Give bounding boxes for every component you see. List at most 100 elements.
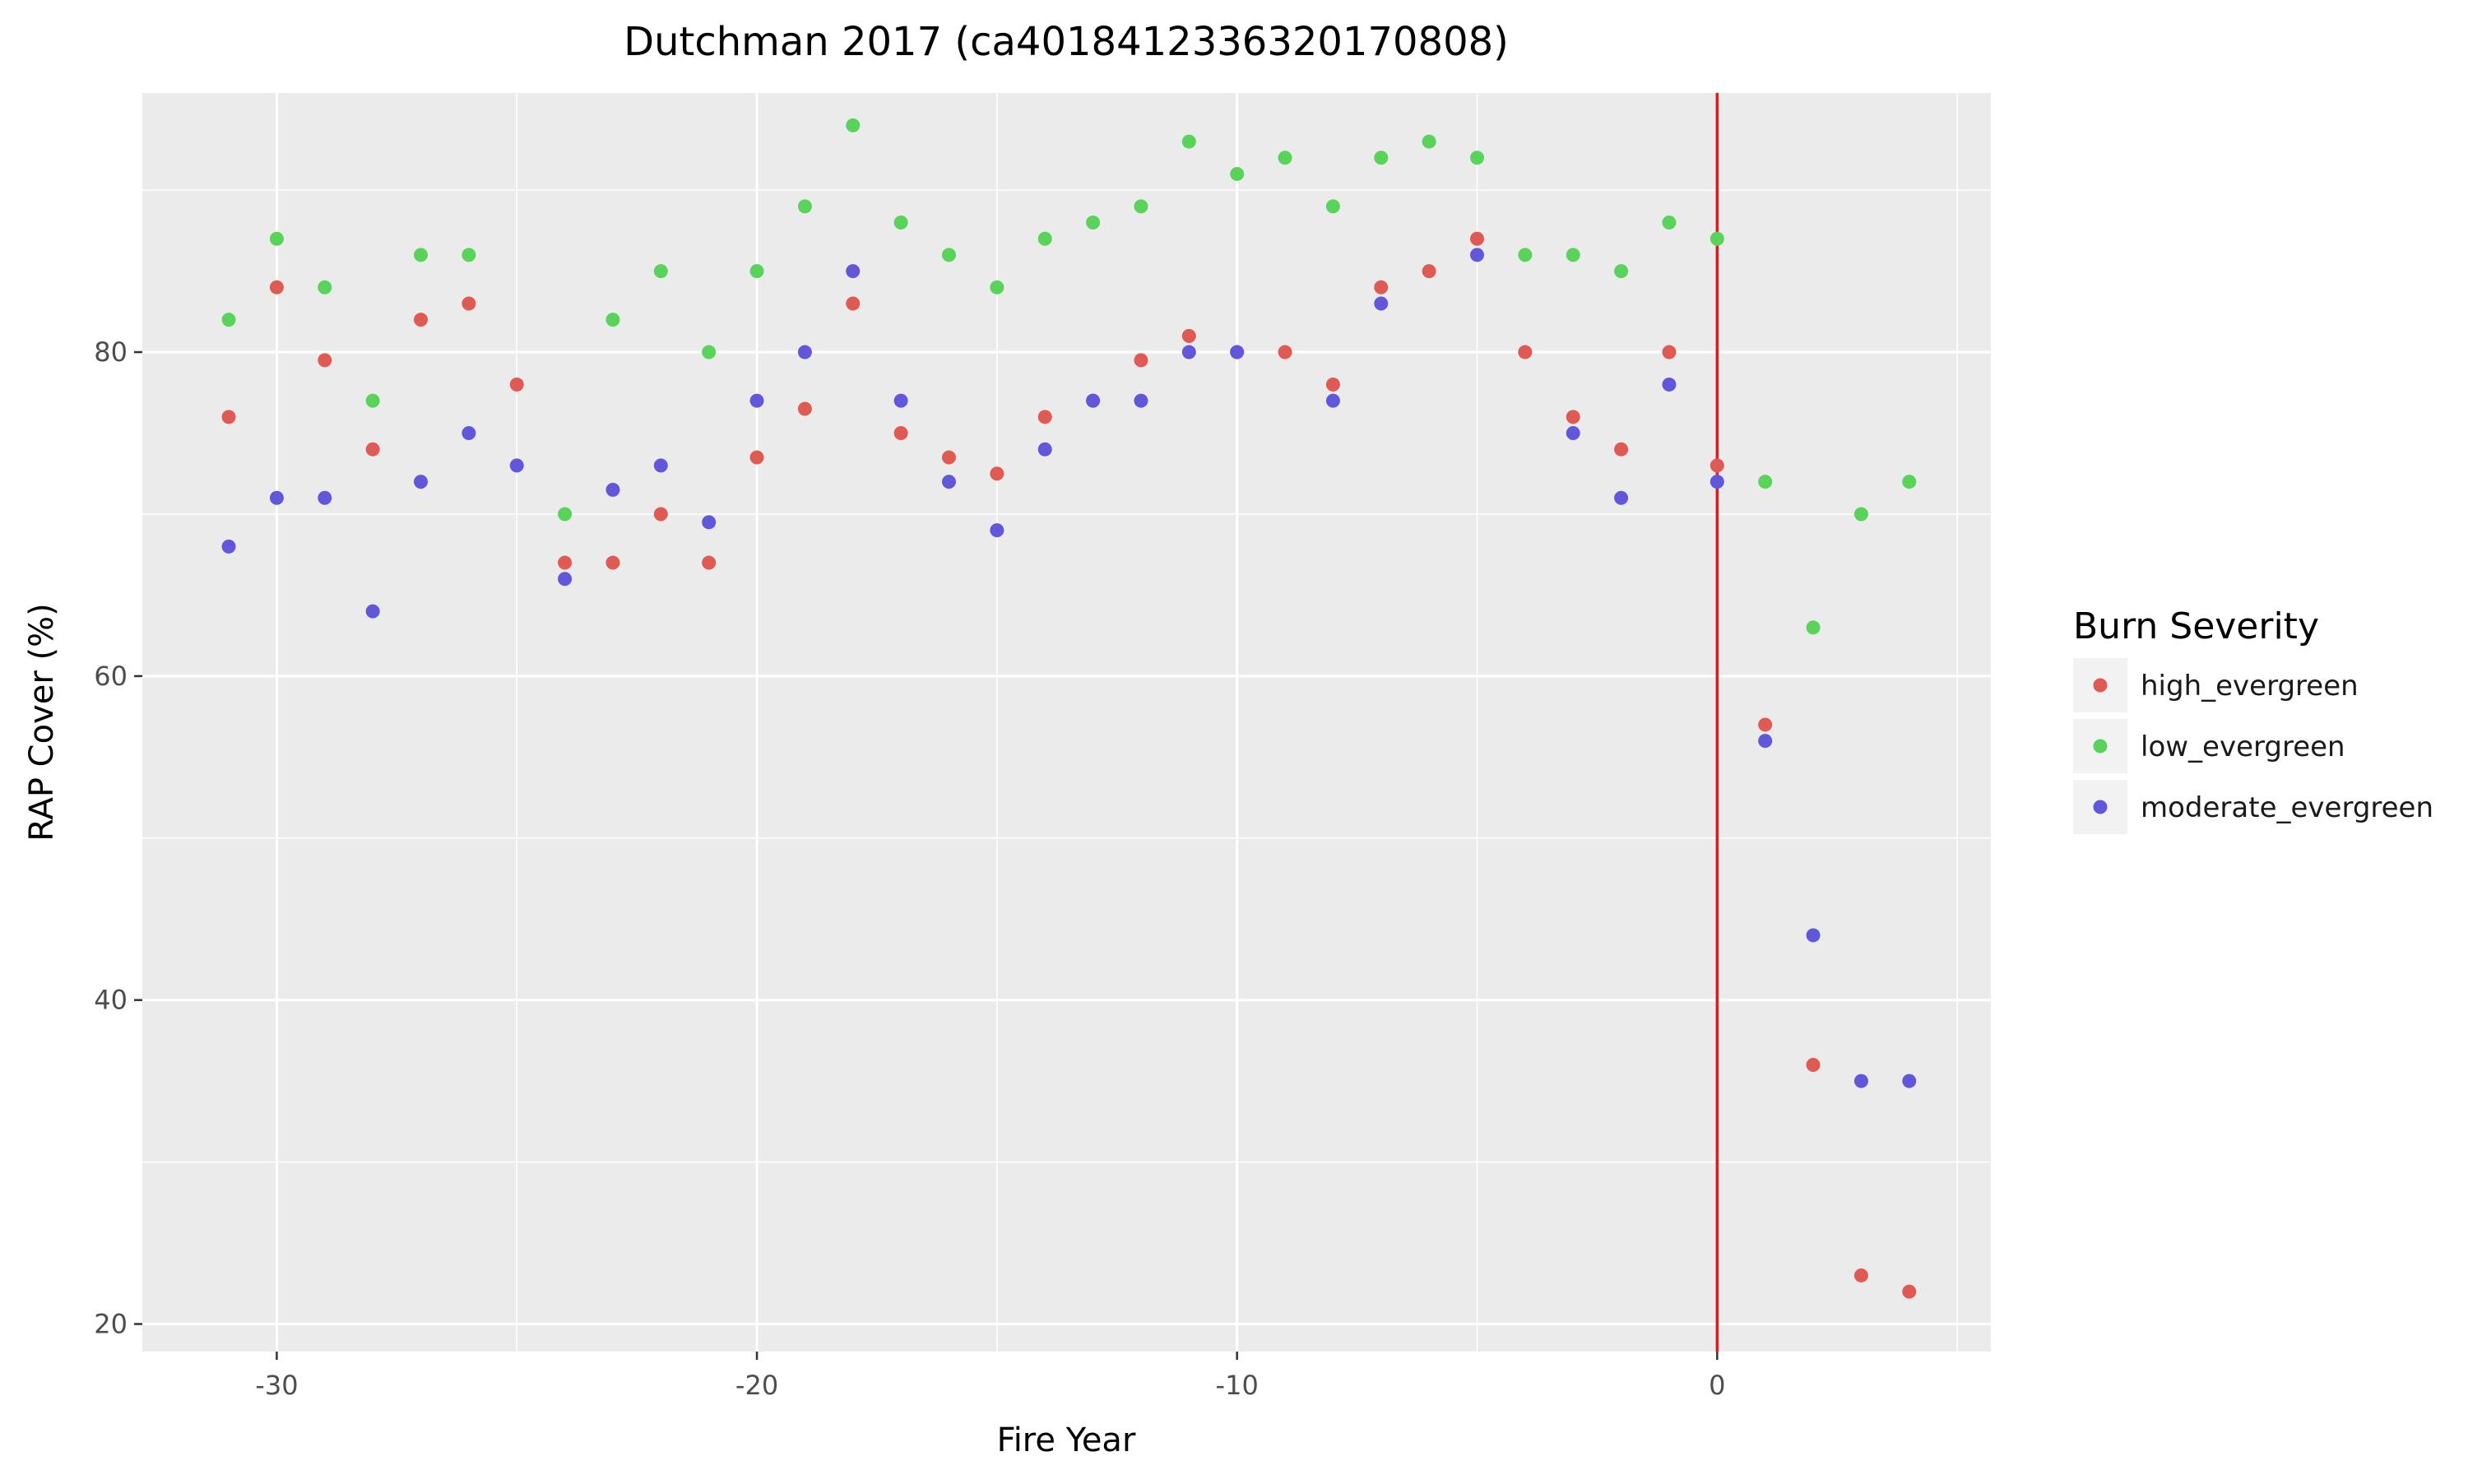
data-point-low_evergreen [1806, 620, 1821, 635]
data-point-high_evergreen [653, 507, 668, 522]
data-point-moderate_evergreen [797, 345, 812, 359]
data-point-high_evergreen [1710, 458, 1724, 473]
data-point-low_evergreen [1374, 151, 1389, 165]
data-point-high_evergreen [1518, 345, 1533, 359]
data-point-moderate_evergreen [1134, 393, 1148, 408]
data-point-low_evergreen [702, 345, 717, 359]
data-point-moderate_evergreen [1037, 442, 1052, 457]
data-point-high_evergreen [1037, 410, 1052, 424]
grid-lines [142, 93, 1991, 1352]
legend-title: Burn Severity [2073, 605, 2319, 647]
data-point-high_evergreen [1902, 1284, 1917, 1299]
data-point-low_evergreen [414, 248, 429, 262]
data-point-low_evergreen [1181, 134, 1196, 149]
chart-title: Dutchman 2017 (ca4018412336320170808) [624, 19, 1509, 65]
data-point-low_evergreen [1422, 134, 1436, 149]
data-point-low_evergreen [1518, 248, 1533, 262]
data-point-moderate_evergreen [1566, 426, 1580, 441]
legend-label-low_evergreen: low_evergreen [2141, 730, 2345, 763]
data-point-moderate_evergreen [942, 475, 957, 489]
data-point-high_evergreen [269, 280, 284, 294]
data-point-moderate_evergreen [893, 393, 908, 408]
data-point-moderate_evergreen [1902, 1074, 1917, 1088]
x-tick-label: -20 [735, 1370, 778, 1401]
data-point-high_evergreen [509, 377, 524, 392]
data-point-low_evergreen [1278, 151, 1292, 165]
data-point-moderate_evergreen [318, 490, 332, 505]
data-point-high_evergreen [1181, 328, 1196, 343]
data-point-low_evergreen [942, 248, 957, 262]
data-point-high_evergreen [1470, 231, 1485, 246]
data-point-moderate_evergreen [1758, 734, 1773, 749]
legend-marker-moderate_evergreen [2093, 800, 2108, 814]
data-point-high_evergreen [1758, 717, 1773, 732]
data-point-high_evergreen [797, 401, 812, 416]
data-point-low_evergreen [462, 248, 476, 262]
x-tick-label: -30 [255, 1370, 298, 1401]
data-point-low_evergreen [1086, 216, 1101, 230]
y-tick-label: 20 [94, 1309, 128, 1340]
data-point-low_evergreen [1853, 507, 1868, 522]
data-point-moderate_evergreen [1470, 248, 1485, 262]
data-point-low_evergreen [749, 264, 764, 279]
x-tick-label: 0 [1709, 1370, 1725, 1401]
data-point-low_evergreen [797, 199, 812, 214]
legend-items: high_evergreen low_evergreen moderate_ever… [2073, 658, 2433, 834]
data-point-moderate_evergreen [1614, 490, 1629, 505]
data-point-high_evergreen [1853, 1268, 1868, 1282]
data-point-moderate_evergreen [1662, 377, 1677, 392]
data-point-moderate_evergreen [221, 539, 236, 554]
data-point-moderate_evergreen [462, 426, 476, 441]
data-point-high_evergreen [1374, 280, 1389, 294]
data-point-low_evergreen [1614, 264, 1629, 279]
legend: Burn Severity high_evergreen low_evergree… [2073, 605, 2433, 834]
y-tick-label: 80 [94, 336, 128, 368]
data-point-moderate_evergreen [1230, 345, 1245, 359]
data-point-low_evergreen [990, 280, 1004, 294]
data-point-high_evergreen [221, 410, 236, 424]
data-point-high_evergreen [1566, 410, 1580, 424]
data-point-high_evergreen [1422, 264, 1436, 279]
data-point-high_evergreen [846, 296, 861, 311]
x-tick-label: -10 [1216, 1370, 1259, 1401]
data-point-high_evergreen [605, 555, 620, 570]
data-point-high_evergreen [990, 466, 1004, 481]
data-point-high_evergreen [1325, 377, 1340, 392]
data-point-low_evergreen [1230, 166, 1245, 181]
data-point-high_evergreen [558, 555, 573, 570]
data-point-low_evergreen [1902, 475, 1917, 489]
data-point-high_evergreen [318, 353, 332, 368]
y-tick-label: 60 [94, 661, 128, 692]
data-point-low_evergreen [558, 507, 573, 522]
legend-marker-low_evergreen [2093, 739, 2108, 754]
data-point-moderate_evergreen [1374, 296, 1389, 311]
data-point-moderate_evergreen [749, 393, 764, 408]
x-axis-label: Fire Year [997, 1421, 1136, 1459]
data-point-moderate_evergreen [653, 458, 668, 473]
data-point-moderate_evergreen [1086, 393, 1101, 408]
data-point-low_evergreen [1470, 151, 1485, 165]
data-point-moderate_evergreen [702, 515, 717, 530]
data-point-low_evergreen [1134, 199, 1148, 214]
data-point-moderate_evergreen [1806, 928, 1821, 943]
data-point-high_evergreen [365, 442, 380, 457]
plot-panel [142, 93, 1991, 1352]
data-point-high_evergreen [1614, 442, 1629, 457]
data-points [221, 118, 1917, 1299]
data-point-low_evergreen [1662, 216, 1677, 230]
data-point-high_evergreen [414, 313, 429, 327]
data-point-moderate_evergreen [269, 490, 284, 505]
data-point-high_evergreen [749, 450, 764, 465]
data-point-low_evergreen [365, 393, 380, 408]
data-point-low_evergreen [1325, 199, 1340, 214]
data-point-low_evergreen [1758, 475, 1773, 489]
data-point-low_evergreen [605, 313, 620, 327]
data-point-moderate_evergreen [605, 482, 620, 497]
y-axis-label: RAP Cover (%) [23, 603, 61, 841]
data-point-high_evergreen [1278, 345, 1292, 359]
data-point-high_evergreen [702, 555, 717, 570]
data-point-low_evergreen [846, 118, 861, 132]
data-point-high_evergreen [462, 296, 476, 311]
